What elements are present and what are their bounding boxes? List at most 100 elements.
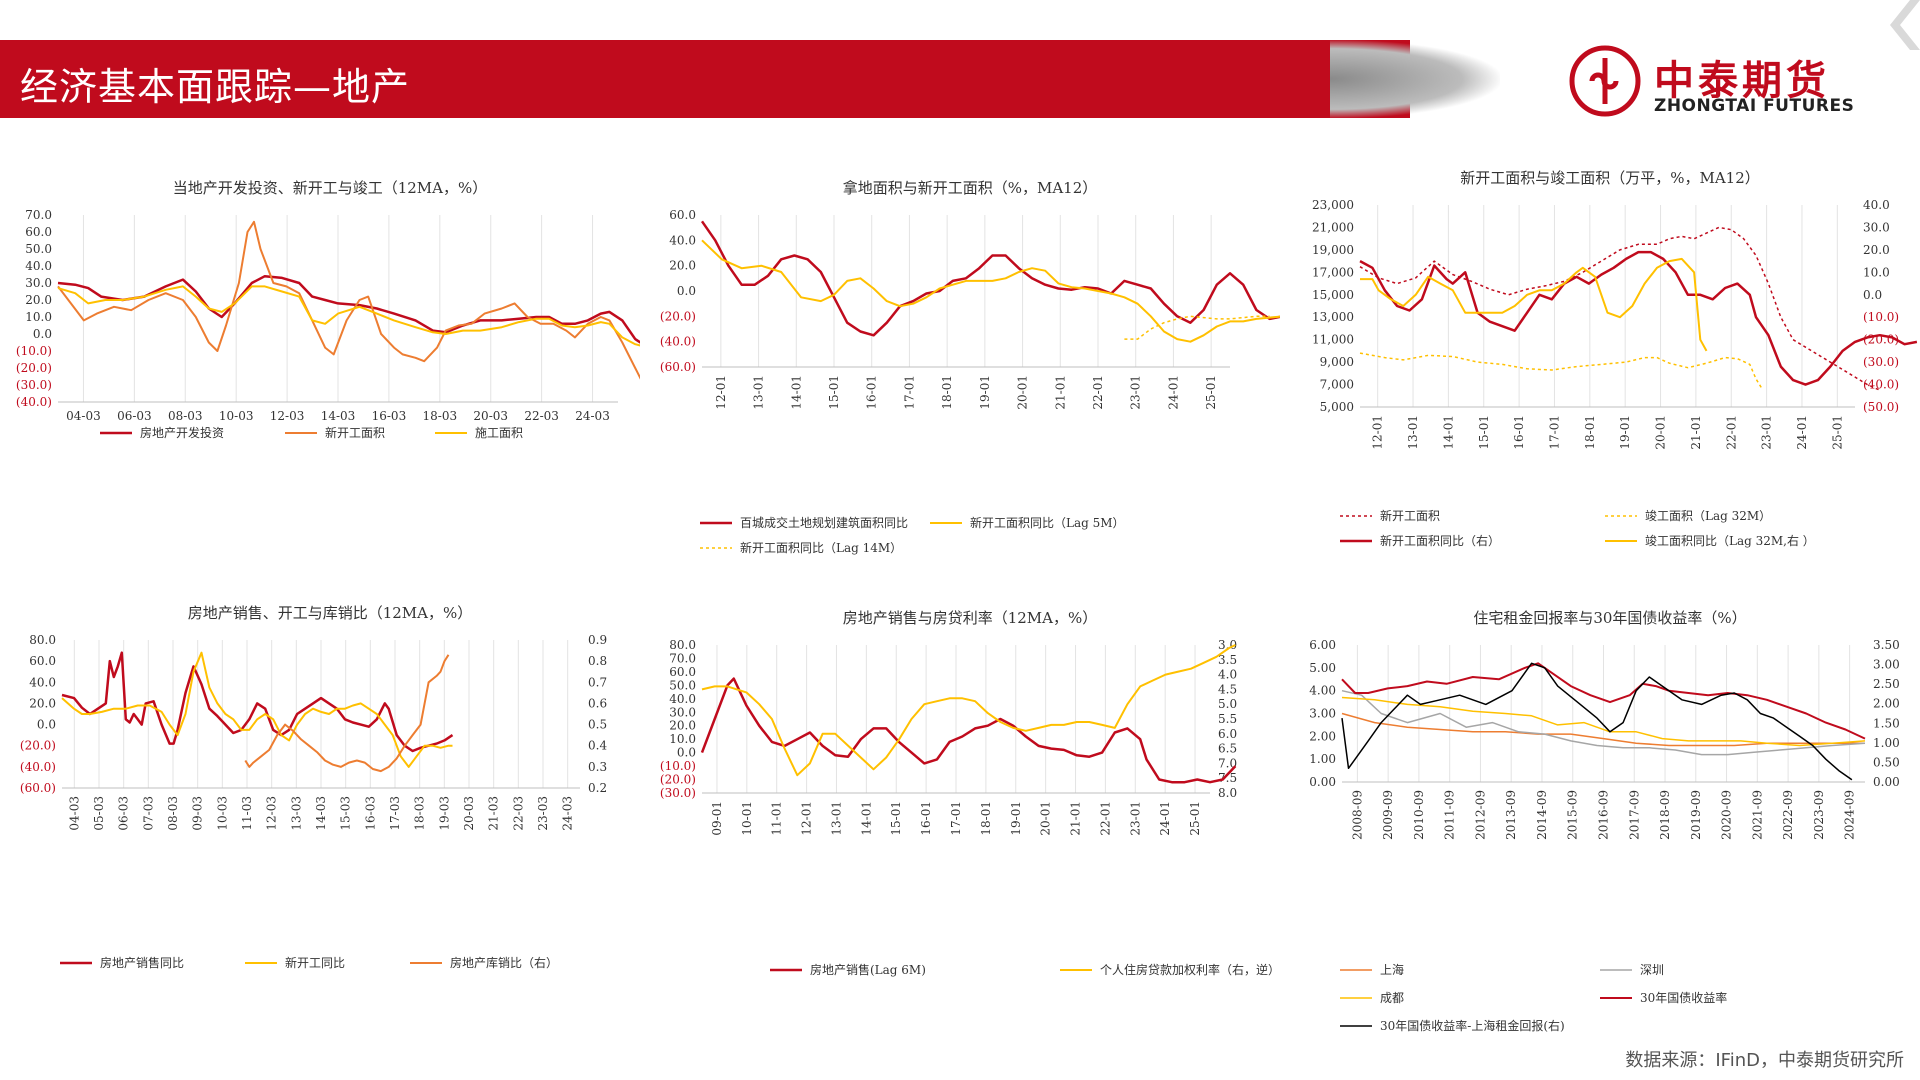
chart-rental-yield-bond: 住宅租金回报率与30年国债收益率（%） 2008-09 2009-09 2010-09… bbox=[1280, 590, 1920, 1040]
chart-land-vs-starts: 拿地面积与新开工面积（%，MA12） 12-01 13-01 14-01 15-01 16… bbox=[640, 165, 1280, 575]
x-tick-label: 21-01 bbox=[1689, 415, 1703, 450]
y-tick-label: 20.0 bbox=[29, 696, 56, 710]
y-tick-label: 0.0 bbox=[37, 718, 56, 732]
x-tick-label: 2014-09 bbox=[1535, 790, 1549, 840]
corner-chevron-icon bbox=[1890, 0, 1920, 50]
x-tick-label: 18-01 bbox=[1583, 415, 1597, 450]
y-tick-label: 21,000 bbox=[1312, 220, 1354, 234]
y2-tick-label: 0.00 bbox=[1873, 775, 1900, 789]
series-line-2 bbox=[701, 239, 1280, 343]
y2-tick-label: 0.9 bbox=[588, 633, 607, 647]
y-tick-label: 0.0 bbox=[677, 746, 696, 760]
x-tick-label: 24-01 bbox=[1158, 801, 1172, 836]
chart-sales-mortgage-rate: 房地产销售与房贷利率（12MA，%） 09-01 10-01 11-01 12-01 13… bbox=[640, 590, 1280, 1010]
y2-tick-label: 0.6 bbox=[588, 696, 607, 710]
y-tick-label: 30.0 bbox=[25, 276, 52, 290]
legend-label: 房地产销售同比 bbox=[100, 955, 184, 970]
legend-label: 施工面积 bbox=[475, 426, 523, 440]
y-tick-label: 20.0 bbox=[669, 259, 696, 273]
x-tick-label: 14-03 bbox=[314, 796, 328, 831]
x-tick-label: 20-01 bbox=[1016, 375, 1030, 410]
legend-label: 新开工面积同比（右） bbox=[1380, 533, 1500, 548]
y-tick-label: 60.0 bbox=[29, 654, 56, 668]
x-tick-label: 15-01 bbox=[1477, 415, 1491, 450]
y-tick-label: 2.00 bbox=[1309, 729, 1336, 743]
y-tick-label: (40.0) bbox=[20, 760, 56, 774]
y-tick-label: 9,000 bbox=[1320, 355, 1354, 369]
chart-sales-starts-inventory: 房地产销售、开工与库销比（12MA，%） 04-03 05-03 06-03 07-03… bbox=[0, 595, 640, 1010]
x-tick-label: 25-01 bbox=[1204, 375, 1218, 410]
x-tick-label: 24-01 bbox=[1166, 375, 1180, 410]
y2-tick-label: (50.0) bbox=[1863, 400, 1899, 414]
x-tick-label: 24-03 bbox=[575, 409, 610, 423]
y-tick-label: 10.0 bbox=[669, 732, 696, 746]
y2-tick-label: 0.50 bbox=[1873, 755, 1900, 769]
legend-label: 个人住房贷款加权利率（右，逆） bbox=[1100, 962, 1280, 977]
y2-tick-label: (40.0) bbox=[1863, 378, 1899, 392]
y2-tick-label: 5.5 bbox=[1218, 712, 1237, 726]
legend-label: 深圳 bbox=[1640, 963, 1664, 977]
y-tick-label: (40.0) bbox=[660, 335, 696, 349]
series-line-2 bbox=[1359, 352, 1763, 390]
title-banner bbox=[0, 40, 1410, 118]
x-tick-label: 14-01 bbox=[859, 801, 873, 836]
legend-label: 新开工面积同比（Lag 14M） bbox=[740, 540, 902, 555]
y2-tick-label: 3.5 bbox=[1218, 653, 1237, 667]
series-line-2 bbox=[57, 220, 640, 380]
x-tick-label: 04-03 bbox=[66, 409, 101, 423]
y2-tick-label: 3.0 bbox=[1218, 638, 1237, 652]
x-tick-label: 17-01 bbox=[902, 375, 916, 410]
x-tick-label: 19-01 bbox=[1009, 801, 1023, 836]
y2-tick-label: 3.50 bbox=[1873, 638, 1900, 652]
x-tick-label: 12-03 bbox=[270, 409, 305, 423]
x-tick-label: 2019-09 bbox=[1689, 790, 1703, 840]
data-source-note: 数据来源：IFinD，中泰期货研究所 bbox=[1625, 1050, 1904, 1071]
y-tick-label: 5.00 bbox=[1309, 661, 1336, 675]
y2-tick-label: 10.0 bbox=[1863, 265, 1890, 279]
x-tick-label: 05-03 bbox=[92, 796, 106, 831]
y2-tick-label: 0.5 bbox=[588, 718, 607, 732]
y-tick-label: 0.00 bbox=[1309, 775, 1336, 789]
y2-tick-label: 4.0 bbox=[1218, 668, 1237, 682]
y-tick-label: 7,000 bbox=[1320, 378, 1354, 392]
x-tick-label: 18-03 bbox=[423, 409, 458, 423]
x-tick-label: 2015-09 bbox=[1566, 790, 1580, 840]
series-line-5 bbox=[1341, 662, 1853, 781]
chart-title: 房地产销售与房贷利率（12MA，%） bbox=[843, 609, 1098, 627]
y-tick-label: 15,000 bbox=[1312, 288, 1354, 302]
y-tick-label: 50.0 bbox=[669, 678, 696, 692]
x-tick-label: 04-03 bbox=[67, 796, 81, 831]
chart-starts-completions-area: 新开工面积与竣工面积（万平，%，MA12） 12-01 13-01 14-01 15-0… bbox=[1280, 150, 1920, 570]
y-tick-label: 19,000 bbox=[1312, 243, 1354, 257]
x-tick-label: 09-03 bbox=[191, 796, 205, 831]
y-tick-label: 70.0 bbox=[25, 208, 52, 222]
series-line-3 bbox=[1359, 250, 1918, 386]
y2-tick-label: 30.0 bbox=[1863, 220, 1890, 234]
y2-tick-label: 0.7 bbox=[588, 675, 607, 689]
x-tick-label: 2018-09 bbox=[1658, 790, 1672, 840]
x-tick-label: 19-01 bbox=[978, 375, 992, 410]
legend-label: 成都 bbox=[1380, 991, 1404, 1005]
x-tick-label: 16-03 bbox=[363, 796, 377, 831]
x-tick-label: 20-03 bbox=[473, 409, 508, 423]
y2-tick-label: 0.8 bbox=[588, 654, 607, 668]
c3-svg: 新开工面积与竣工面积（万平，%，MA12） 12-01 13-01 14-01 15-0… bbox=[1312, 169, 1918, 548]
x-tick-label: 16-01 bbox=[1512, 415, 1526, 450]
series-line-1 bbox=[700, 677, 1237, 784]
x-tick-label: 22-03 bbox=[511, 796, 525, 831]
chart-title: 当地产开发投资、新开工与竣工（12MA，%） bbox=[173, 179, 488, 197]
series-line-4 bbox=[1341, 662, 1866, 740]
x-tick-label: 13-01 bbox=[752, 375, 766, 410]
x-tick-label: 21-01 bbox=[1069, 801, 1083, 836]
x-tick-label: 2016-09 bbox=[1597, 790, 1611, 840]
series-line-3 bbox=[57, 285, 640, 347]
page-title: 经济基本面跟踪—地产 bbox=[20, 65, 411, 109]
x-tick-label: 23-03 bbox=[536, 796, 550, 831]
x-tick-label: 10-03 bbox=[219, 409, 254, 423]
y-tick-label: 30.0 bbox=[669, 705, 696, 719]
series-line-2 bbox=[61, 651, 453, 768]
y-tick-label: (60.0) bbox=[660, 360, 696, 374]
x-tick-label: 19-01 bbox=[1618, 415, 1632, 450]
legend-label: 新开工面积同比（Lag 5M） bbox=[970, 515, 1125, 530]
y-tick-label: 70.0 bbox=[669, 651, 696, 665]
